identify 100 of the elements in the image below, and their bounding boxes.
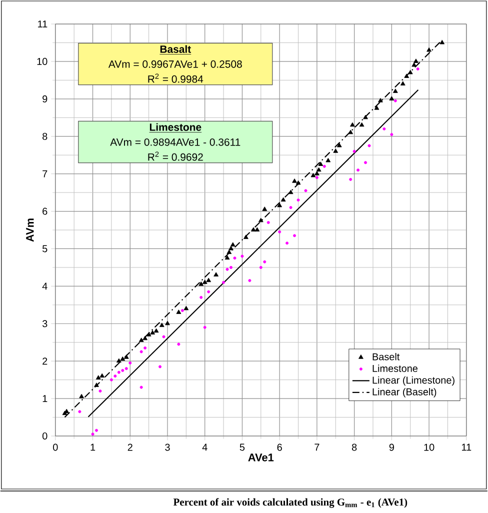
point xyxy=(289,206,292,210)
point xyxy=(390,132,394,136)
point xyxy=(326,158,331,162)
point xyxy=(120,356,126,361)
point xyxy=(408,70,413,74)
point xyxy=(230,242,236,246)
y-tick-label: 10 xyxy=(37,58,48,65)
point xyxy=(356,168,360,172)
point xyxy=(296,198,300,202)
point xyxy=(393,88,398,93)
point xyxy=(95,428,98,432)
point xyxy=(98,390,102,393)
point xyxy=(124,367,128,370)
point xyxy=(150,330,156,334)
point xyxy=(96,375,101,380)
point xyxy=(244,234,248,239)
point xyxy=(352,150,356,153)
y-tick-label: 8 xyxy=(42,132,48,140)
point xyxy=(160,322,164,327)
x-tick-label: 4 xyxy=(202,444,208,451)
y-tick-label: 9 xyxy=(42,95,48,102)
point xyxy=(288,190,294,194)
annotation: AVm = 0.9894AVe1 - 0.3611 xyxy=(110,138,240,146)
point xyxy=(292,178,298,183)
point xyxy=(121,368,124,372)
x-tick-label: 2 xyxy=(128,444,132,451)
point xyxy=(323,164,326,168)
point xyxy=(364,161,368,164)
point xyxy=(138,338,144,342)
y-tick-label: 11 xyxy=(38,20,48,28)
point xyxy=(260,266,262,269)
point xyxy=(280,197,286,202)
point xyxy=(128,361,132,364)
point xyxy=(184,306,189,310)
point xyxy=(200,296,203,299)
y-tick-label: 6 xyxy=(42,208,48,215)
point xyxy=(198,282,204,286)
point xyxy=(214,272,219,276)
point xyxy=(286,242,289,245)
x-tick-label: 5 xyxy=(240,444,245,451)
point xyxy=(222,280,226,284)
point xyxy=(426,47,432,52)
point xyxy=(337,142,342,148)
legend-label: Linear (Baselt) xyxy=(372,388,436,398)
y-tick-label: 5 xyxy=(42,245,48,252)
point xyxy=(368,144,371,148)
point xyxy=(228,246,234,250)
point xyxy=(224,255,230,260)
point xyxy=(258,218,264,222)
point xyxy=(79,394,84,398)
point xyxy=(144,346,147,350)
point xyxy=(165,320,170,326)
point xyxy=(404,74,410,78)
point xyxy=(349,178,352,181)
point xyxy=(207,290,210,294)
point xyxy=(226,250,232,254)
point xyxy=(400,81,406,86)
point xyxy=(114,374,117,378)
x-tick-label: 8 xyxy=(352,444,357,451)
point xyxy=(142,336,148,340)
point xyxy=(118,370,121,374)
point xyxy=(203,326,206,329)
y-tick-label: 1 xyxy=(42,395,48,402)
point xyxy=(154,328,159,333)
y-tick-label: 0 xyxy=(42,432,48,440)
legend-label: Limestone xyxy=(372,364,418,372)
point xyxy=(350,122,355,127)
point xyxy=(233,256,236,260)
x-tick-label: 0 xyxy=(53,444,58,451)
point xyxy=(310,172,316,178)
point xyxy=(314,171,320,176)
point xyxy=(176,310,182,314)
y-tick-label: 3 xyxy=(42,320,48,328)
point xyxy=(116,358,122,363)
annotation: Basalt xyxy=(160,45,192,53)
x-tick-label: 10 xyxy=(424,444,434,451)
y-axis-title: AVm xyxy=(26,218,34,242)
point xyxy=(263,260,266,264)
point xyxy=(162,335,166,338)
point xyxy=(78,410,82,414)
point xyxy=(262,206,268,211)
point xyxy=(140,350,143,354)
annotation: Limestone xyxy=(150,123,202,131)
point xyxy=(230,266,233,269)
x-tick-label: 3 xyxy=(165,444,170,451)
legend-label: Baselt xyxy=(372,352,400,360)
point xyxy=(94,382,100,387)
annotation: R$^{2}$ = 0.9984 xyxy=(148,74,204,83)
point xyxy=(251,227,256,232)
point xyxy=(124,354,129,359)
x-tick-label: 1 xyxy=(90,444,96,451)
point xyxy=(158,365,162,368)
x-tick-label: 9 xyxy=(389,444,394,451)
annotation: AVm = 0.9967AVe1 + 0.2508 xyxy=(108,60,242,68)
point xyxy=(240,254,244,258)
point xyxy=(177,342,180,346)
y-tick-label: 4 xyxy=(42,282,48,290)
point xyxy=(146,332,152,336)
point xyxy=(181,309,184,312)
text: Percent of air voids calculated using G$_{mm}$ - e$_{1}$ (AVe1) xyxy=(174,498,408,508)
